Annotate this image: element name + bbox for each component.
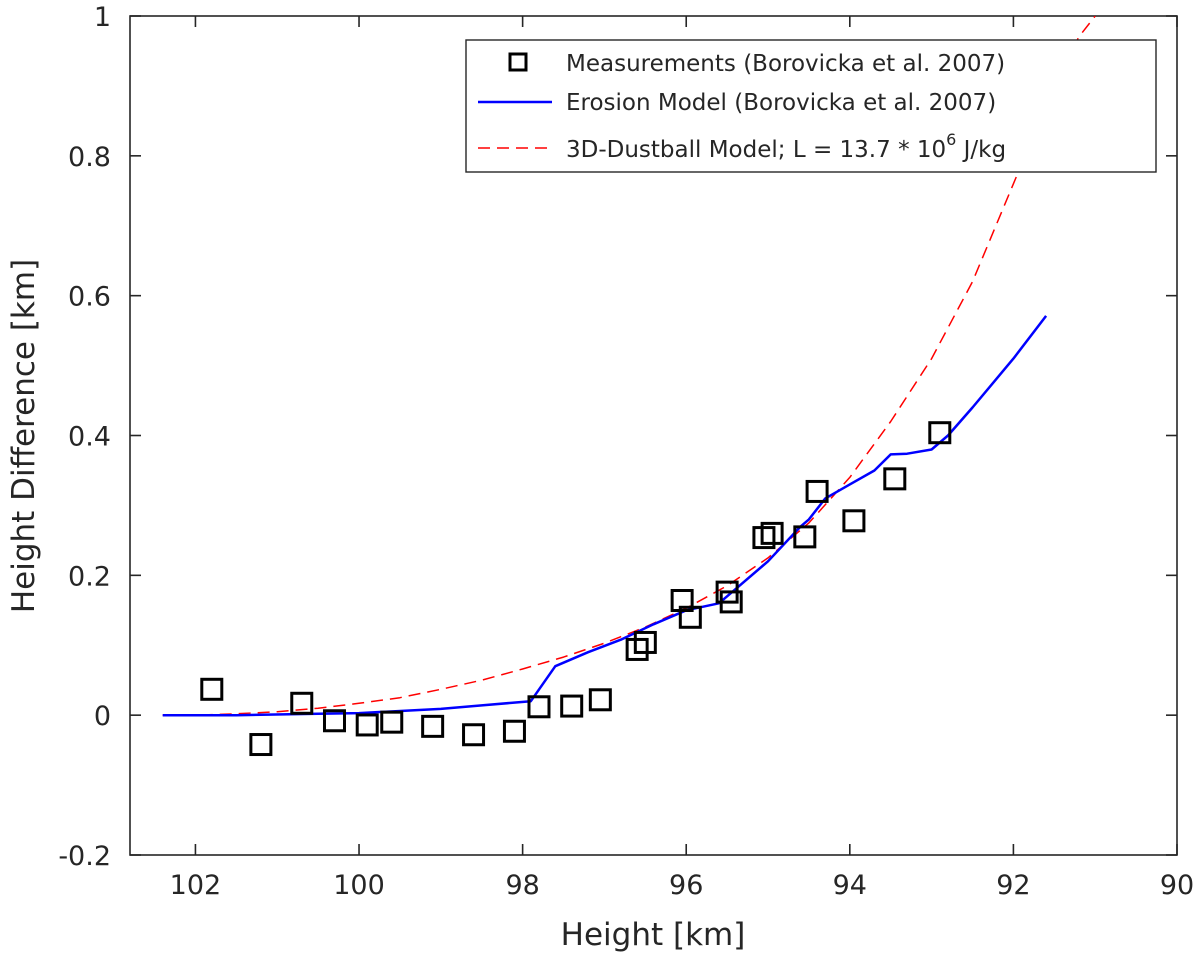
x-tick-labels: 102 100 98 96 94 92 90 (170, 870, 1195, 901)
axis-ticks (130, 15, 1178, 856)
x-axis-label: Height [km] (561, 917, 746, 953)
legend-label-measurements: Measurements (Borovicka et al. 2007) (566, 51, 1005, 77)
measurement-point (625, 637, 649, 661)
series-measurements (200, 421, 952, 757)
legend-label-dustball-sup: 6 (946, 130, 956, 149)
legend-label-erosion: Erosion Model (Borovicka et al. 2007) (566, 90, 996, 116)
y-tick-label: 0.2 (68, 561, 111, 592)
measurement-point (421, 714, 445, 738)
x-tick-label: 100 (333, 870, 385, 901)
measurement-point (200, 677, 224, 701)
x-tick-label: 92 (996, 870, 1030, 901)
x-tick-label: 96 (669, 870, 703, 901)
series-dustball-line (162, 16, 1096, 716)
y-tick-labels: -0.2 0 0.2 0.4 0.6 0.8 1 (58, 2, 111, 872)
measurement-point (502, 719, 526, 743)
x-tick-label: 102 (170, 870, 222, 901)
measurement-point (380, 710, 404, 734)
measurement-point (322, 709, 346, 733)
measurement-point (793, 525, 817, 549)
legend-label-dustball: 3D-Dustball Model; L = 13.7 * 106 J/kg (566, 130, 1006, 163)
y-tick-label: -0.2 (58, 841, 111, 872)
y-tick-label: 1 (94, 2, 111, 33)
legend-marker-measurements (508, 52, 528, 72)
legend-box (465, 39, 1157, 173)
measurement-point (588, 688, 612, 712)
y-tick-label: 0.8 (68, 142, 111, 173)
legend-label-dustball-main: 3D-Dustball Model; L = 13.7 * 10 (566, 137, 946, 163)
x-tick-label: 90 (1160, 870, 1194, 901)
measurement-point (670, 589, 694, 613)
measurement-point (928, 421, 952, 445)
x-tick-label: 98 (505, 870, 539, 901)
measurement-point (678, 605, 702, 629)
measurement-point (527, 695, 551, 719)
y-tick-label: 0 (94, 701, 111, 732)
measurement-point (760, 521, 784, 545)
measurement-point (633, 630, 657, 654)
y-axis-label: Height Difference [km] (6, 259, 42, 613)
y-tick-label: 0.6 (68, 282, 111, 313)
measurement-point (560, 694, 584, 718)
measurement-point (719, 590, 743, 614)
measurement-point (355, 713, 379, 737)
x-tick-label: 94 (833, 870, 867, 901)
y-tick-label: 0.4 (68, 422, 111, 453)
series-layer (162, 16, 1096, 757)
measurement-point (883, 467, 907, 491)
series-erosion-line (162, 315, 1048, 717)
measurement-point (249, 733, 273, 757)
measurement-point (290, 691, 314, 715)
legend: Measurements (Borovicka et al. 2007) Ero… (465, 39, 1157, 173)
measurement-point (752, 526, 776, 550)
measurement-point (462, 723, 486, 747)
legend-label-dustball-tail: J/kg (956, 137, 1006, 163)
measurement-point (805, 479, 829, 503)
measurement-point (842, 509, 866, 533)
